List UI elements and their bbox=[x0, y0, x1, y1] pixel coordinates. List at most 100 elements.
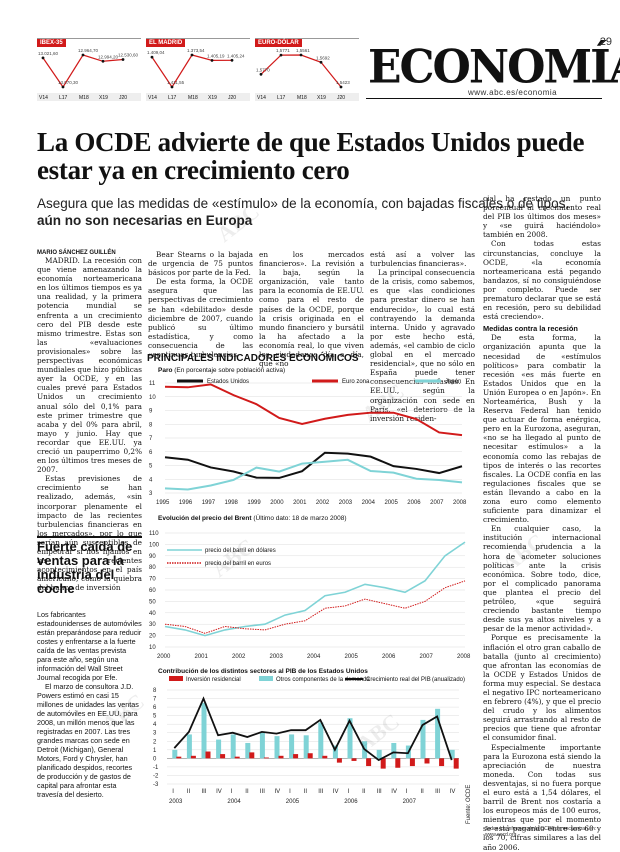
x-tick-label: 2002 bbox=[232, 654, 246, 660]
ticker-line bbox=[42, 54, 124, 89]
y-tick-label: 90 bbox=[149, 554, 156, 560]
x-tick-label: 2003 bbox=[270, 654, 284, 660]
quarter-label: II bbox=[304, 789, 308, 795]
bar-residential bbox=[220, 754, 226, 759]
column-5-subhead: Medidas contra la recesión bbox=[483, 324, 578, 334]
y-tick-label: 80 bbox=[149, 565, 156, 571]
ticker-value: 1,5692 bbox=[316, 55, 330, 60]
bar-other bbox=[347, 718, 353, 759]
bar-other bbox=[259, 732, 265, 759]
ticker-ibex-chart: 13.021,60 V14 13.070,30 L17 12.964,70 M18 12.9… bbox=[37, 48, 141, 101]
y-tick-label: 1 bbox=[153, 748, 157, 754]
ticker-point bbox=[101, 59, 105, 63]
ticker-madrid-chart: 1.409,04 V14 1.411,55 L17 1.373,54 M18 1.405,1… bbox=[146, 48, 250, 101]
ticker-point bbox=[210, 58, 214, 62]
ticker-point bbox=[230, 58, 234, 62]
section-url[interactable]: www.abc.es/economia bbox=[468, 88, 558, 97]
y-tick-label: 0 bbox=[153, 756, 157, 762]
bar-other bbox=[186, 734, 192, 759]
ticker-value: 12.530,60 bbox=[118, 53, 139, 58]
bar-residential bbox=[409, 758, 415, 767]
x-tick-label: 2007 bbox=[420, 654, 434, 660]
bar-residential bbox=[439, 758, 445, 767]
ticker-ibex: 13.021,60 V14 13.070,30 L17 12.964,70 M18 12.9… bbox=[37, 38, 141, 101]
y-tick-label: 3 bbox=[153, 731, 157, 737]
ticker-point bbox=[41, 56, 45, 60]
ticker-value: 1,5771 bbox=[276, 48, 290, 53]
x-tick-label: 2001 bbox=[293, 500, 307, 506]
ticker-eurodolar-chart: 1,5770 V14 1,5771 L17 1,5561 M18 1,5692 X19 1,54… bbox=[255, 48, 359, 101]
ticker-point bbox=[190, 53, 194, 57]
ticker-day: L17 bbox=[59, 95, 68, 101]
quarter-label: IV bbox=[216, 789, 222, 795]
x-tick-label: 2001 bbox=[195, 654, 209, 660]
bar-residential bbox=[351, 758, 357, 761]
year-label: 2006 bbox=[344, 799, 358, 805]
column-1-paragraph-1: MADRID. La recesión con que viene amenaz… bbox=[37, 256, 142, 475]
y-tick-label: 7 bbox=[153, 697, 157, 703]
bar-residential bbox=[263, 757, 269, 759]
bar-residential bbox=[366, 758, 372, 767]
bar-other bbox=[201, 702, 207, 759]
year-label: 2005 bbox=[286, 799, 300, 805]
column-5: cial ha restado un punto porcentual al c… bbox=[483, 194, 601, 852]
bar-residential bbox=[234, 756, 240, 759]
ticker-ibex-label: IBEX-35 bbox=[37, 39, 66, 47]
y-tick-label: 60 bbox=[149, 588, 156, 594]
ticker-point bbox=[319, 60, 323, 64]
bar-residential bbox=[424, 758, 430, 764]
bar-other bbox=[318, 722, 324, 759]
bar-other bbox=[274, 736, 280, 759]
x-tick-label: 2008 bbox=[457, 654, 471, 660]
ticker-day: M18 bbox=[79, 95, 89, 101]
ticker-day: V14 bbox=[39, 95, 48, 101]
deck-bold: aún no son necesarias en Europa bbox=[37, 213, 253, 228]
bar-other bbox=[172, 749, 178, 759]
column-3: en los mercados financieros». La revisió… bbox=[259, 250, 364, 368]
bar-other bbox=[449, 749, 455, 759]
quarter-label: I bbox=[406, 789, 408, 795]
quarter-label: II bbox=[245, 789, 249, 795]
ticker-value: 1,5561 bbox=[296, 48, 310, 53]
ticker-point bbox=[299, 53, 303, 57]
quarter-label: IV bbox=[275, 789, 281, 795]
column-2: Bear Stearns o la bajada de urgencia de … bbox=[148, 250, 253, 359]
quarter-label: IV bbox=[450, 789, 456, 795]
x-tick-label: 2003 bbox=[339, 500, 353, 506]
y-tick-label: -2 bbox=[153, 773, 159, 779]
x-tick-label: 1999 bbox=[247, 500, 261, 506]
legend-label: Estados Unidos bbox=[207, 379, 249, 385]
column-5-paragraph-6: Especialmente importante para la Eurozon… bbox=[483, 742, 601, 852]
deck-text: Asegura que las medidas de «estímulo» de… bbox=[37, 196, 570, 211]
ticker-value: 1.405,19 bbox=[207, 53, 225, 58]
y-tick-label: 30 bbox=[149, 622, 156, 628]
ticker-point bbox=[259, 72, 263, 76]
ticker-eurodolar-label: EURO-DÓLAR bbox=[255, 39, 302, 47]
page-number: 29 bbox=[599, 36, 612, 48]
column-5-paragraph-5: Porque es precisamente la inflación el o… bbox=[483, 633, 601, 743]
chart-unemployment: 3 4 5 6 7 8 9 10 11 1995 1996 1997 1998 1999 2000 2001 2… bbox=[149, 379, 467, 506]
ticker-day-band bbox=[146, 93, 250, 101]
x-tick-label: 2006 bbox=[407, 500, 421, 506]
x-tick-label: 2005 bbox=[384, 500, 398, 506]
sidebar-headline: Fuerte caída de ventas para la industria… bbox=[37, 539, 133, 596]
y-tick-label: 4 bbox=[149, 477, 153, 483]
ticker-point bbox=[81, 53, 85, 57]
x-tick-label: 2000 bbox=[157, 654, 171, 660]
x-tick-label: 2000 bbox=[270, 500, 284, 506]
y-tick-label: 3 bbox=[149, 491, 153, 497]
x-tick-label: 2004 bbox=[362, 500, 376, 506]
column-5-paragraph-4: En cualquier caso, la institución intern… bbox=[483, 524, 601, 634]
section-masthead: ECONOMÍA bbox=[368, 40, 620, 95]
ticker-value: 1,5770 bbox=[256, 67, 270, 72]
y-tick-label: 10 bbox=[149, 645, 156, 651]
chart-2-subtitle: (Último dato: 18 de marzo 2008) bbox=[253, 515, 347, 522]
chart-1-subtitle: (En porcentaje sobre población activa) bbox=[174, 367, 286, 374]
bar-residential bbox=[307, 753, 313, 759]
legend-label: precio del barril en euros bbox=[205, 561, 271, 567]
legend-label: precio del barril en dólares bbox=[205, 548, 276, 554]
x-tick-label: 1996 bbox=[179, 500, 193, 506]
ticker-value: 12.964,70 bbox=[78, 48, 99, 53]
bar-residential bbox=[453, 758, 459, 769]
ticker-value: 13.070,30 bbox=[58, 80, 79, 85]
